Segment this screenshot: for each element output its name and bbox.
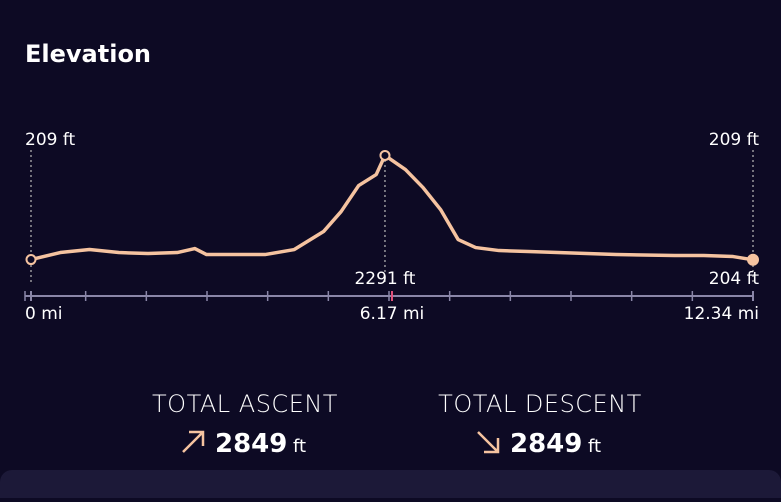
start-marker [25,254,37,266]
stat-arrow [182,430,205,453]
x-tick-label: 0 mi [25,304,63,324]
x-tick-label: 12.34 mi [684,304,759,324]
title: Elevation [25,40,151,68]
annotation: 2291 ft [354,269,415,289]
stat-arrow [477,431,500,454]
bottom-panel [0,470,781,502]
stat-unit: ft [293,436,306,457]
annotation: 209 ft [709,130,760,150]
peak-marker [379,149,391,161]
stat-label: TOTAL ASCENT [152,390,338,418]
annotation: 204 ft [709,269,760,289]
stat-unit: ft [588,436,601,457]
stat-value: 2849 [215,429,287,459]
end-marker [747,253,759,266]
stat-label: TOTAL DESCENT [438,390,642,418]
annotation: 209 ft [25,130,76,150]
x-tick-label: 6.17 mi [360,304,425,324]
stat-value: 2849 [510,429,582,459]
elevation-line [30,153,754,262]
